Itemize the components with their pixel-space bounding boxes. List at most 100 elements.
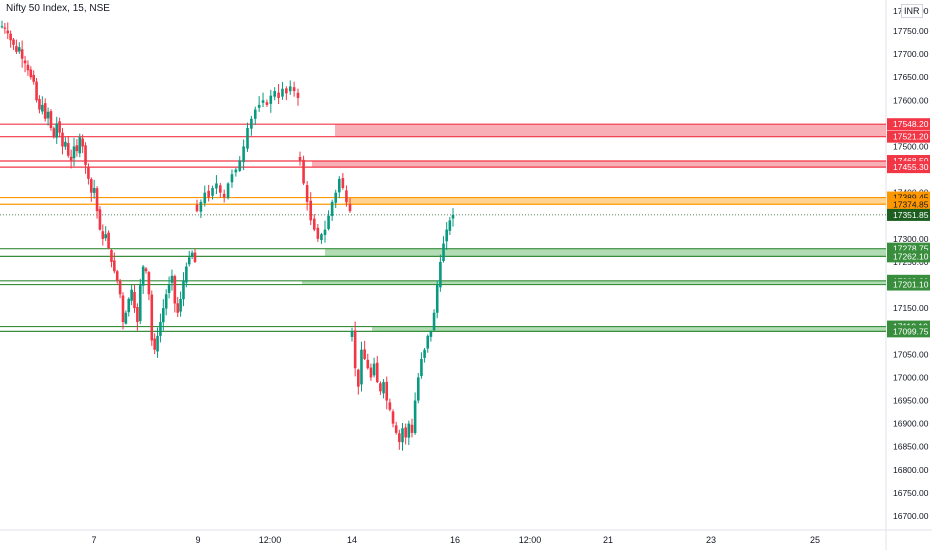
candle-body[interactable]: [432, 312, 436, 331]
candle-body[interactable]: [305, 185, 309, 202]
candle-body[interactable]: [312, 218, 316, 230]
candle-body[interactable]: [222, 193, 226, 198]
candle-body[interactable]: [55, 123, 59, 138]
candle-body[interactable]: [372, 363, 376, 376]
candle-body[interactable]: [64, 141, 67, 147]
candle-body[interactable]: [203, 192, 207, 204]
candle-body[interactable]: [153, 338, 156, 350]
candle-body[interactable]: [345, 190, 348, 202]
candle-body[interactable]: [420, 358, 423, 377]
candle-body[interactable]: [6, 30, 10, 34]
candle-body[interactable]: [43, 103, 47, 119]
candle-body[interactable]: [162, 308, 165, 323]
candle-body[interactable]: [442, 243, 445, 262]
candle-body[interactable]: [133, 291, 136, 309]
candle-body[interactable]: [26, 64, 30, 71]
candle-body[interactable]: [98, 209, 102, 230]
candle-body[interactable]: [226, 183, 230, 199]
candle-body[interactable]: [144, 268, 148, 272]
candle-body[interactable]: [23, 60, 27, 64]
candle-body[interactable]: [334, 192, 338, 203]
candle-body[interactable]: [429, 331, 433, 337]
candle-body[interactable]: [265, 102, 269, 105]
candle-body[interactable]: [261, 100, 265, 103]
candle-body[interactable]: [113, 260, 116, 272]
candle-body[interactable]: [382, 382, 385, 394]
candle-body[interactable]: [118, 280, 122, 295]
candle-body[interactable]: [320, 234, 323, 241]
candle-body[interactable]: [185, 266, 188, 283]
candle-body[interactable]: [337, 178, 341, 193]
candle-body[interactable]: [445, 229, 448, 242]
candle-body[interactable]: [115, 271, 119, 281]
candle-body[interactable]: [253, 109, 257, 119]
candle-body[interactable]: [451, 214, 455, 219]
candle-body[interactable]: [285, 88, 288, 94]
candle-body[interactable]: [41, 104, 44, 112]
candle-body[interactable]: [269, 95, 273, 104]
candle-body[interactable]: [448, 220, 452, 231]
candle-body[interactable]: [167, 285, 171, 293]
candle-body[interactable]: [170, 275, 174, 283]
candle-body[interactable]: [147, 272, 151, 295]
candle-body[interactable]: [182, 280, 185, 300]
candle-body[interactable]: [348, 204, 352, 212]
candle-body[interactable]: [78, 137, 82, 154]
candle-body[interactable]: [9, 33, 12, 41]
candle-body[interactable]: [107, 232, 110, 249]
plot-area[interactable]: [0, 0, 886, 530]
candle-body[interactable]: [401, 428, 404, 443]
candle-body[interactable]: [3, 27, 7, 29]
candle-body[interactable]: [35, 81, 38, 101]
candle-body[interactable]: [130, 289, 133, 301]
candle-body[interactable]: [87, 167, 90, 179]
candle-body[interactable]: [84, 145, 87, 165]
candle-body[interactable]: [95, 188, 99, 212]
candle-body[interactable]: [327, 215, 330, 230]
candle-body[interactable]: [388, 402, 392, 410]
candle-body[interactable]: [298, 156, 302, 161]
candle-body[interactable]: [292, 87, 296, 92]
candle-body[interactable]: [385, 381, 389, 401]
candle-body[interactable]: [195, 204, 199, 212]
candle-body[interactable]: [176, 303, 180, 313]
candle-body[interactable]: [136, 307, 139, 322]
candle-body[interactable]: [353, 330, 357, 369]
candle-body[interactable]: [410, 424, 414, 433]
candle-body[interactable]: [288, 86, 292, 92]
candle-body[interactable]: [330, 201, 334, 216]
candle-body[interactable]: [156, 335, 159, 352]
candle-body[interactable]: [38, 99, 41, 110]
candle-body[interactable]: [426, 335, 430, 349]
candle-body[interactable]: [81, 138, 84, 147]
candle-body[interactable]: [407, 423, 411, 438]
candle-body[interactable]: [110, 250, 113, 262]
candle-body[interactable]: [15, 46, 18, 52]
candle-body[interactable]: [46, 111, 50, 119]
candle-body[interactable]: [66, 143, 70, 156]
candle-body[interactable]: [439, 261, 442, 288]
candle-body[interactable]: [350, 331, 354, 337]
candle-body[interactable]: [435, 285, 439, 313]
candle-body[interactable]: [150, 294, 154, 341]
candle-body[interactable]: [379, 383, 382, 392]
candle-body[interactable]: [141, 266, 145, 286]
candle-body[interactable]: [89, 179, 93, 193]
candle-body[interactable]: [242, 146, 245, 163]
candle-body[interactable]: [29, 69, 33, 78]
candle-body[interactable]: [12, 39, 15, 45]
candle-body[interactable]: [366, 359, 370, 369]
candle-body[interactable]: [101, 231, 105, 239]
candle-body[interactable]: [281, 88, 284, 97]
candle-body[interactable]: [357, 369, 360, 387]
candle-body[interactable]: [20, 49, 24, 59]
candle-body[interactable]: [179, 298, 182, 312]
candle-body[interactable]: [360, 349, 363, 385]
candle-body[interactable]: [72, 146, 76, 159]
candle-body[interactable]: [92, 188, 96, 193]
candle-body[interactable]: [58, 121, 61, 133]
candle-body[interactable]: [246, 128, 249, 149]
candle-body[interactable]: [391, 411, 395, 424]
candle-body[interactable]: [296, 92, 300, 98]
candle-body[interactable]: [302, 159, 305, 184]
